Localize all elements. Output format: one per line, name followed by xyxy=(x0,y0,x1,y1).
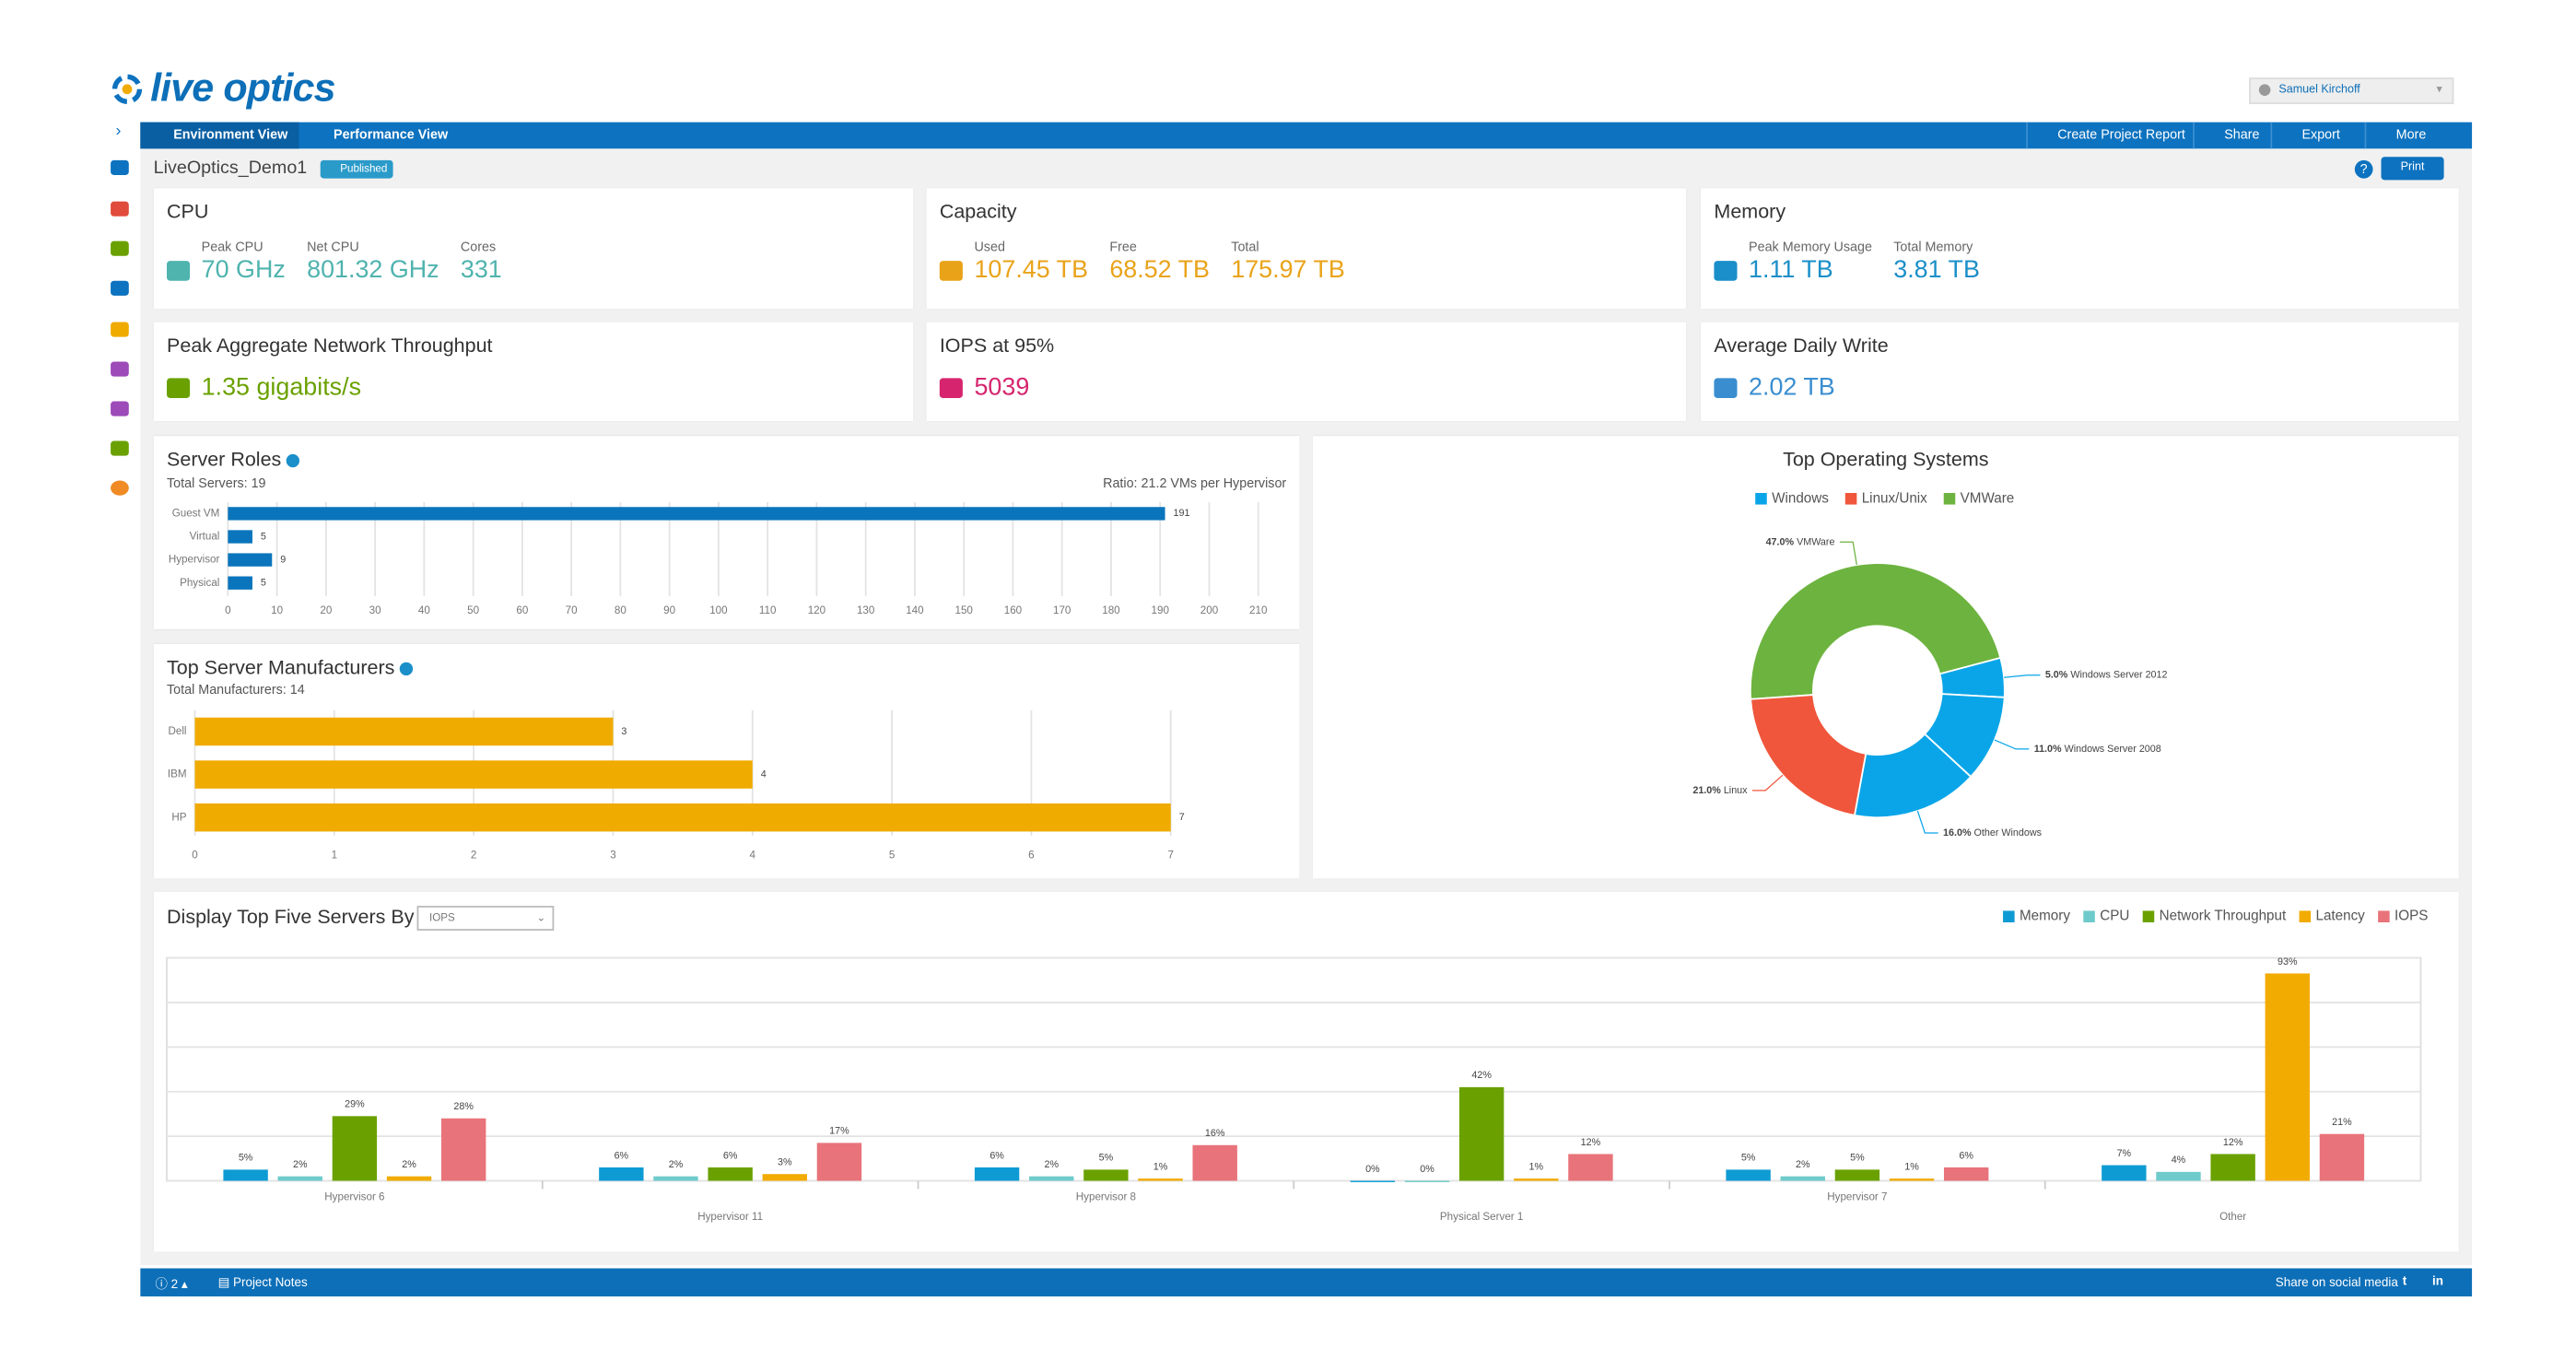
metric-icon xyxy=(1714,261,1738,281)
chart-card xyxy=(153,436,1300,629)
chart-card xyxy=(153,643,1300,879)
metric: 5039 xyxy=(974,373,1029,401)
nav-bar: Environment View Performance View Create… xyxy=(140,122,2473,149)
card-title: Peak Aggregate Network Throughput xyxy=(167,334,493,358)
metric-row: Peak Memory Usage 1.11 TB Total Memory 3.81… xyxy=(1714,240,1980,284)
nav-action[interactable]: Export xyxy=(2270,122,2353,149)
metric-card: Memory Peak Memory Usage 1.11 TB Total Memo… xyxy=(1701,188,2459,310)
metric-label: Peak Memory Usage xyxy=(1749,239,1872,255)
metric-icon xyxy=(167,378,191,398)
project-notes-label: Project Notes xyxy=(233,1274,308,1290)
logo-ring xyxy=(111,74,143,104)
notes-count[interactable]: ⓘ 2 ▴ xyxy=(155,1276,188,1292)
print-button[interactable]: Print xyxy=(2381,157,2444,181)
sidebar-icon[interactable] xyxy=(111,201,129,217)
sidebar-toggle[interactable]: › xyxy=(115,122,122,141)
sidebar-icon[interactable] xyxy=(111,322,129,337)
metric-value: 2.02 TB xyxy=(1749,373,1835,402)
card-title: Memory xyxy=(1714,199,1786,223)
metric-icon xyxy=(1714,378,1738,398)
card-title: Average Daily Write xyxy=(1714,334,1889,358)
help-icon[interactable]: ? xyxy=(2354,159,2373,179)
metric-value: 68.52 TB xyxy=(1109,255,1210,285)
metric-icon xyxy=(939,261,963,281)
metric-value: 3.81 TB xyxy=(1893,255,1980,285)
user-menu[interactable]: Samuel Kirchoff ▾ xyxy=(2249,77,2454,104)
metric-value: 1.11 TB xyxy=(1749,255,1833,285)
metric-label: Cores xyxy=(460,239,497,255)
user-avatar xyxy=(2258,84,2271,96)
metric: Cores 331 xyxy=(461,240,502,284)
metric-card: Capacity Used 107.45 TB Free 68.52 TB Total 17… xyxy=(926,188,1686,310)
chart-card xyxy=(153,891,2459,1252)
share-label: Share on social media xyxy=(2275,1274,2398,1290)
logo-text: live optics xyxy=(150,65,335,111)
metric-row: 1.35 gigabits/s xyxy=(167,373,361,402)
card-title: CPU xyxy=(167,199,209,223)
metric-card: CPU Peak CPU 70 GHz Net CPU 801.32 GHz Cores 3… xyxy=(153,188,914,310)
metric-icon xyxy=(167,261,191,281)
sidebar-icon[interactable] xyxy=(111,280,129,296)
project-name: LiveOptics_Demo1 xyxy=(153,158,308,179)
metric-row: Used 107.45 TB Free 68.52 TB Total 175.97 TB xyxy=(939,240,1345,284)
chart-card xyxy=(1312,436,2459,879)
metric-label: Total xyxy=(1231,239,1259,255)
tab[interactable]: Environment View xyxy=(140,122,299,149)
logo-dot xyxy=(122,84,133,95)
metric-label: Peak CPU xyxy=(201,239,263,255)
metric-value: 175.97 TB xyxy=(1231,255,1345,285)
metric-icon xyxy=(939,378,963,398)
card-title: Capacity xyxy=(939,199,1017,223)
sidebar-icon[interactable] xyxy=(111,361,129,377)
status-badge: Published xyxy=(320,159,392,179)
metric-label: Free xyxy=(1109,239,1137,255)
user-name: Samuel Kirchoff xyxy=(2278,84,2360,96)
sidebar-icon[interactable] xyxy=(111,240,129,256)
metric-row: Peak CPU 70 GHz Net CPU 801.32 GHz Cores 331 xyxy=(167,240,502,284)
metric-value: 1.35 gigabits/s xyxy=(201,373,362,402)
metric-label: Used xyxy=(974,239,1005,255)
metric: Free 68.52 TB xyxy=(1109,240,1210,284)
metric-value: 331 xyxy=(460,255,502,285)
metric: 1.35 gigabits/s xyxy=(202,373,361,401)
metric: Used 107.45 TB xyxy=(974,240,1088,284)
linkedin-icon[interactable]: in xyxy=(2432,1272,2444,1288)
metric-value: 5039 xyxy=(974,373,1030,402)
metric-card: Peak Aggregate Network Throughput 1.35 gi… xyxy=(153,322,914,422)
notes-count-value: 2 xyxy=(170,1276,179,1292)
metric: Peak CPU 70 GHz xyxy=(202,240,286,284)
dropdown-arrow: ▾ xyxy=(2436,84,2442,96)
sidebar-icon[interactable] xyxy=(111,440,129,456)
nav-action[interactable]: Share xyxy=(2193,122,2273,149)
sidebar-icon[interactable] xyxy=(111,401,129,416)
metric-card: Average Daily Write 2.02 TB xyxy=(1701,322,2459,422)
tab[interactable]: Performance View xyxy=(334,127,449,143)
metric-value: 107.45 TB xyxy=(974,255,1089,285)
metric-label: Total Memory xyxy=(1893,239,1973,255)
project-notes[interactable]: ▤ Project Notes xyxy=(217,1274,308,1290)
sidebar-icon[interactable] xyxy=(111,159,129,175)
metric-label: Net CPU xyxy=(307,239,359,255)
nav-action[interactable]: Create Project Report xyxy=(2026,122,2198,149)
logo-icon xyxy=(111,74,143,104)
sidebar-icon[interactable] xyxy=(111,480,129,496)
metric: Total Memory 3.81 TB xyxy=(1893,240,1980,284)
metric: 2.02 TB xyxy=(1749,373,1835,401)
nav-action[interactable]: More xyxy=(2364,122,2440,149)
metric: Peak Memory Usage 1.11 TB xyxy=(1749,240,1872,284)
metric: Net CPU 801.32 GHz xyxy=(307,240,439,284)
metric-value: 801.32 GHz xyxy=(307,255,439,285)
metric-value: 70 GHz xyxy=(201,255,286,285)
footer: ⓘ 2 ▴ ▤ Project Notes Share on social me… xyxy=(140,1268,2473,1296)
twitter-icon[interactable]: t xyxy=(2402,1272,2407,1288)
metric: Total 175.97 TB xyxy=(1231,240,1345,284)
metric-row: 5039 xyxy=(939,373,1029,402)
card-title: IOPS at 95% xyxy=(939,334,1055,358)
metric-row: 2.02 TB xyxy=(1714,373,1835,402)
metric-card: IOPS at 95% 5039 xyxy=(926,322,1686,422)
